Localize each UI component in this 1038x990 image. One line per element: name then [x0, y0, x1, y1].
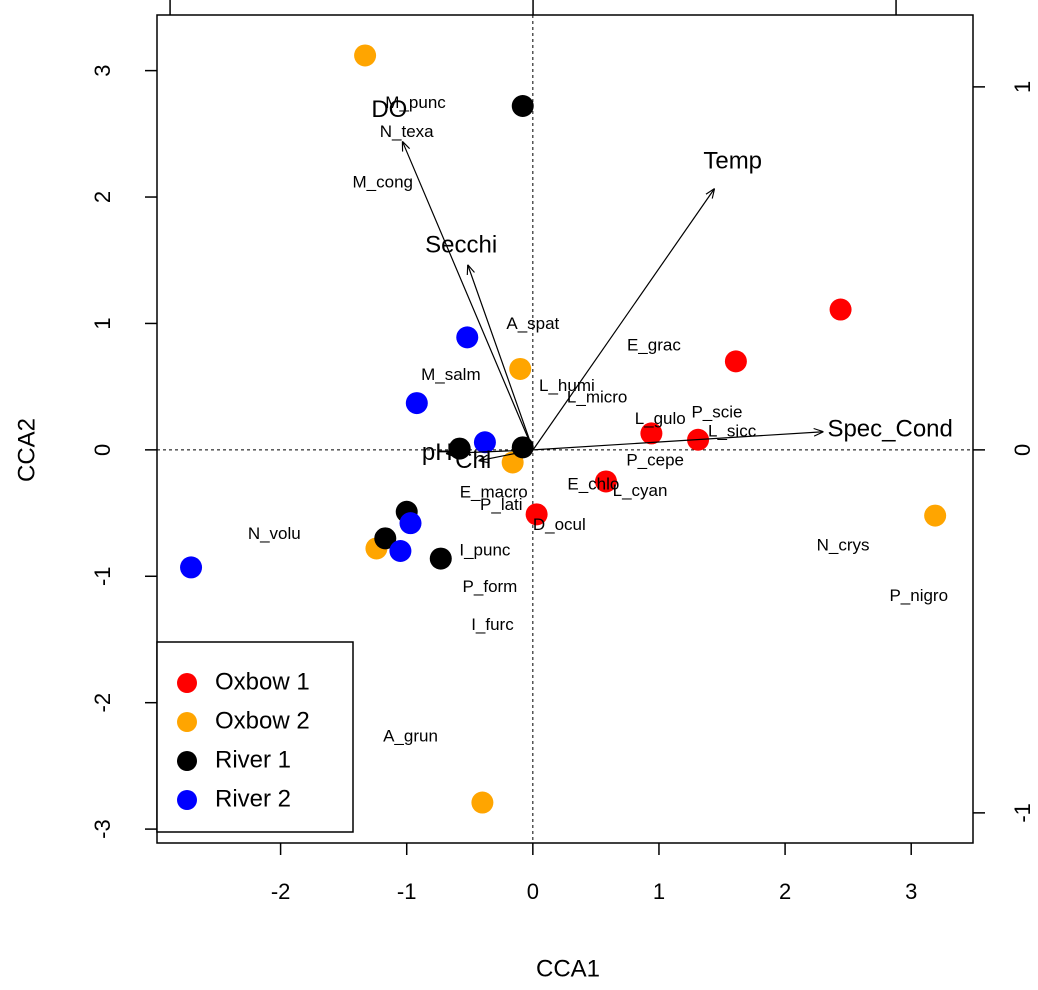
env-label: Secchi: [425, 232, 497, 259]
species-label: E_chlo: [567, 475, 619, 494]
site-point: [429, 547, 452, 570]
x-axis-label: CCA1: [536, 955, 600, 982]
env-arrow: [446, 450, 534, 454]
site-point: [389, 539, 412, 562]
env-arrow: [532, 189, 714, 451]
site-point: [525, 503, 548, 526]
species-label: P_scie: [691, 403, 742, 422]
env-label: Spec_Cond: [827, 415, 952, 442]
x-tick-label: -2: [271, 879, 291, 904]
legend-label: Oxbow 1: [215, 668, 310, 695]
species-label: E_grac: [627, 336, 681, 355]
site-point: [473, 431, 496, 454]
x-tick-label: 0: [527, 879, 539, 904]
species-label: A_spat: [506, 314, 559, 333]
species-label: E_macro: [460, 482, 528, 501]
species-label: P_cepe: [626, 451, 684, 470]
legend-label: Oxbow 2: [215, 707, 310, 734]
site-point: [924, 504, 947, 527]
x-tick-label: -1: [397, 879, 417, 904]
y2-tick-label: 0: [1010, 444, 1035, 456]
species-label: M_salm: [421, 365, 481, 384]
x-tick-label: 3: [905, 879, 917, 904]
env-arrow: [402, 141, 534, 451]
env-arrow: [479, 449, 534, 461]
species-label: A_grun: [383, 726, 438, 745]
y-tick-label: 3: [90, 64, 115, 76]
species-label: P_nigro: [889, 586, 948, 605]
y-axis-label: CCA2: [13, 418, 40, 482]
species-label: L_gulo: [635, 409, 686, 428]
env-arrow: [468, 265, 534, 451]
site-point: [354, 44, 377, 67]
site-point: [594, 470, 617, 493]
env-label: Temp: [703, 148, 762, 175]
legend-marker: [177, 673, 197, 693]
species-label: P_form: [463, 577, 518, 596]
species-label: N_volu: [248, 524, 301, 543]
y-tick-label: -2: [90, 693, 115, 713]
species-label: L_cyan: [613, 481, 668, 500]
site-point: [640, 422, 663, 445]
legend-marker: [177, 751, 197, 771]
y-tick-label: 1: [90, 317, 115, 329]
env-arrow: [533, 432, 823, 451]
site-point: [509, 357, 532, 380]
species-label: M_cong: [353, 173, 413, 192]
y2-tick-label: -1: [1010, 803, 1035, 823]
species-label: N_texa: [380, 122, 434, 141]
legend-marker: [177, 790, 197, 810]
y-tick-label: 2: [90, 191, 115, 203]
x-tick-label: 1: [653, 879, 665, 904]
site-point: [724, 350, 747, 373]
y-tick-label: -3: [90, 819, 115, 839]
species-label: L_micro: [567, 388, 627, 407]
x-tick-label: 2: [779, 879, 791, 904]
plot-area: M_puncN_texaM_congA_spatE_gracM_salmL_hu…: [157, 15, 973, 843]
species-label: M_punc: [385, 93, 446, 112]
env-label: DO: [371, 96, 407, 123]
legend-marker: [177, 712, 197, 732]
site-point: [471, 791, 494, 814]
legend-label: River 2: [215, 785, 291, 812]
y-tick-label: -1: [90, 566, 115, 586]
legend-label: River 1: [215, 746, 291, 773]
species-label: I_furc: [471, 615, 514, 634]
site-point: [456, 326, 479, 349]
site-point: [511, 436, 534, 459]
species-label: P_lati: [480, 495, 523, 514]
env-label: pH: [422, 439, 453, 466]
plot-box: [156, 14, 974, 844]
env-label: Chl: [455, 447, 491, 474]
site-point: [405, 392, 428, 415]
site-point: [829, 298, 852, 321]
species-label: N_crys: [817, 535, 870, 554]
y-tick-label: 0: [90, 444, 115, 456]
site-point: [374, 527, 397, 550]
species-label: I_punc: [459, 540, 511, 559]
species-label: L_sicc: [708, 422, 757, 441]
y2-tick-label: 1: [1010, 81, 1035, 93]
site-point: [511, 95, 534, 118]
site-point: [399, 512, 422, 535]
site-point: [180, 556, 203, 579]
species-label: D_ocul: [533, 515, 586, 534]
